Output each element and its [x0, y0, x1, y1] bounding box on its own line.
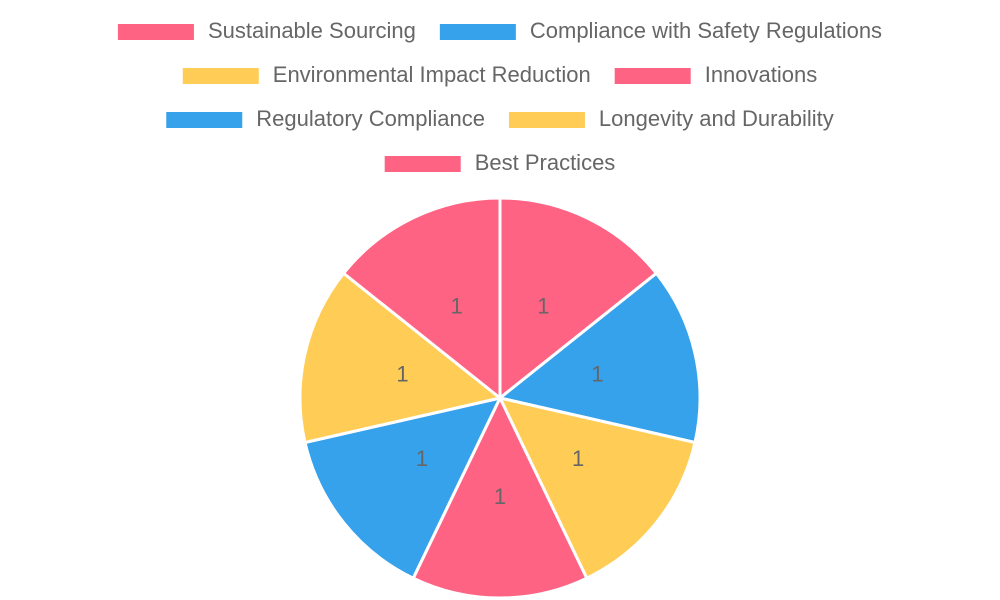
data-label: 1 [396, 362, 408, 387]
pie-slice [341, 196, 502, 402]
data-label: 1 [537, 294, 549, 319]
legend-label: Sustainable Sourcing [208, 18, 416, 43]
legend-label: Innovations [705, 62, 818, 87]
data-label: 1 [450, 294, 462, 319]
data-label: 1 [591, 362, 603, 387]
data-label: 1 [416, 446, 428, 471]
legend-label: Longevity and Durability [599, 106, 834, 131]
legend-swatch [384, 156, 461, 172]
pie-slice [496, 271, 702, 445]
legend-label: Compliance with Safety Regulations [530, 18, 882, 43]
data-label: 1 [572, 446, 584, 471]
pie-slice [298, 271, 504, 445]
pie-slice [498, 196, 659, 402]
legend-item[interactable]: Best Practices [384, 150, 616, 175]
legend-label: Environmental Impact Reduction [273, 62, 591, 87]
data-label: 1 [494, 484, 506, 509]
legend-item[interactable]: Compliance with Safety Regulations [439, 18, 882, 43]
legend-item[interactable]: Sustainable Sourcing [117, 18, 416, 43]
legend-item[interactable]: Longevity and Durability [508, 106, 834, 131]
legend-item[interactable]: Environmental Impact Reduction [182, 62, 591, 87]
pie-slice [497, 395, 697, 581]
legend-swatch [117, 24, 194, 40]
legend-swatch [508, 112, 585, 128]
legend-label: Regulatory Compliance [256, 106, 485, 131]
legend-swatch [439, 24, 516, 40]
legend-item[interactable]: Innovations [614, 62, 818, 87]
pie-slice [411, 394, 589, 600]
legend-swatch [182, 68, 259, 84]
pie-slice [303, 395, 503, 581]
legend-item[interactable]: Regulatory Compliance [166, 106, 485, 131]
legend-label: Best Practices [475, 150, 616, 175]
legend-swatch [614, 68, 691, 84]
legend-swatch [166, 112, 243, 128]
